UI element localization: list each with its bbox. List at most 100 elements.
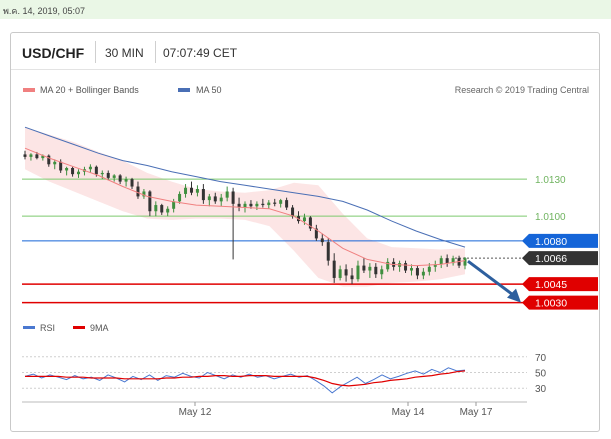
- candle-body: [439, 258, 443, 265]
- time-axis-label: May 14: [392, 407, 425, 418]
- projection-arrow-head: [507, 288, 521, 303]
- candle-body: [47, 155, 51, 165]
- candle-body: [172, 201, 176, 209]
- key-level-label: 1.0030: [535, 298, 567, 310]
- candle-body: [35, 154, 39, 159]
- candle-body: [267, 202, 271, 206]
- candle-body: [415, 268, 419, 276]
- ma20-line: [24, 147, 466, 267]
- rsi-legend-label: RSI: [40, 323, 55, 333]
- ma50-line: [24, 126, 466, 248]
- candle-body: [243, 203, 247, 208]
- candle-body: [201, 189, 205, 201]
- ma9-legend-label: 9MA: [90, 323, 109, 333]
- candle-body: [314, 228, 318, 239]
- key-level-label: 1.0080: [535, 236, 567, 248]
- candle-body: [106, 172, 110, 178]
- currency-pair: USD/CHF: [22, 45, 85, 61]
- ma50-legend-swatch: [178, 88, 190, 92]
- candle-body: [189, 187, 193, 193]
- candle-body: [142, 191, 146, 197]
- candle-body: [338, 269, 342, 278]
- pivot-level-label: 1.0130: [535, 175, 566, 186]
- key-level-box: [522, 295, 598, 310]
- candle-body: [160, 205, 164, 213]
- ma9-legend-swatch: [73, 326, 85, 329]
- rsi-legend-swatch: [23, 326, 35, 329]
- candle-body: [100, 172, 104, 175]
- projection-arrow-shaft: [467, 259, 515, 297]
- candle-body: [302, 217, 306, 222]
- bollinger-legend-label: MA 20 + Bollinger Bands: [40, 85, 139, 95]
- candle-body: [356, 265, 360, 280]
- candle-body: [166, 208, 170, 213]
- candle-body: [326, 242, 330, 261]
- candle-body: [154, 205, 158, 212]
- ma50-legend-label: MA 50: [196, 85, 222, 95]
- candle-body: [118, 175, 122, 182]
- rsi-ma-line: [25, 370, 466, 387]
- candle-body: [59, 161, 63, 171]
- candle-body: [279, 200, 283, 204]
- candle-body: [71, 168, 75, 175]
- candle-body: [255, 203, 259, 207]
- price-legend: MA 20 + Bollinger Bands MA 50 Research ©…: [23, 85, 589, 95]
- key-level-box: [522, 277, 598, 292]
- candle-body: [29, 154, 33, 157]
- rsi-legend: RSI 9MA: [23, 323, 109, 333]
- candle-body: [368, 266, 372, 271]
- research-credit: Research © 2019 Trading Central: [455, 85, 589, 95]
- rsi-tick-label: 50: [535, 369, 547, 380]
- candle-body: [374, 266, 378, 275]
- header-divider: [155, 41, 156, 63]
- header-divider: [95, 41, 96, 63]
- candle-body: [148, 191, 152, 212]
- candle-body: [77, 171, 81, 175]
- candle-body: [136, 186, 140, 197]
- candle-body: [421, 271, 425, 276]
- candle-body: [291, 207, 295, 217]
- candle-body: [207, 196, 211, 201]
- candle-body: [231, 191, 235, 204]
- candle-body: [219, 197, 223, 202]
- candle-body: [463, 258, 467, 266]
- candle-body: [225, 191, 229, 198]
- candle-body: [445, 258, 449, 264]
- candle-body: [344, 269, 348, 276]
- timeframe-label: 30 MIN: [105, 46, 144, 60]
- candle-body: [273, 202, 277, 204]
- candle-body: [261, 203, 265, 206]
- candle-body: [213, 196, 217, 202]
- candle-body: [178, 193, 182, 202]
- candle-body: [332, 260, 336, 278]
- candle-body: [320, 238, 324, 243]
- datetime-text: พ.ค. 14, 2019, 05:07: [3, 6, 86, 16]
- candle-body: [362, 265, 366, 271]
- candle-body: [112, 175, 116, 178]
- candle-body: [41, 155, 45, 159]
- time-axis-label: May 17: [460, 407, 493, 418]
- candle-body: [308, 217, 312, 229]
- key-level-box: [522, 233, 598, 248]
- candle-body: [451, 258, 455, 264]
- pivot-level-label: 1.0100: [535, 212, 566, 223]
- candle-body: [237, 203, 241, 208]
- chart-header: USD/CHF 30 MIN 07:07:49 CET: [11, 33, 599, 69]
- rsi-line: [24, 367, 466, 394]
- candle-body: [409, 268, 413, 271]
- candle-body: [94, 166, 98, 175]
- current-price-label: 1.0066: [535, 253, 567, 265]
- candle-body: [130, 179, 134, 187]
- time-axis-label: May 12: [179, 407, 212, 418]
- time-label: 07:07:49 CET: [163, 46, 238, 60]
- candle-body: [285, 200, 289, 208]
- rsi-tick-label: 30: [535, 384, 547, 395]
- candle-body: [124, 179, 128, 182]
- candle-body: [88, 166, 92, 170]
- candle-body: [53, 161, 57, 165]
- candle-body: [23, 154, 27, 157]
- rsi-tick-label: 70: [535, 353, 547, 364]
- candle-body: [427, 266, 431, 272]
- bollinger-legend-swatch: [23, 88, 35, 92]
